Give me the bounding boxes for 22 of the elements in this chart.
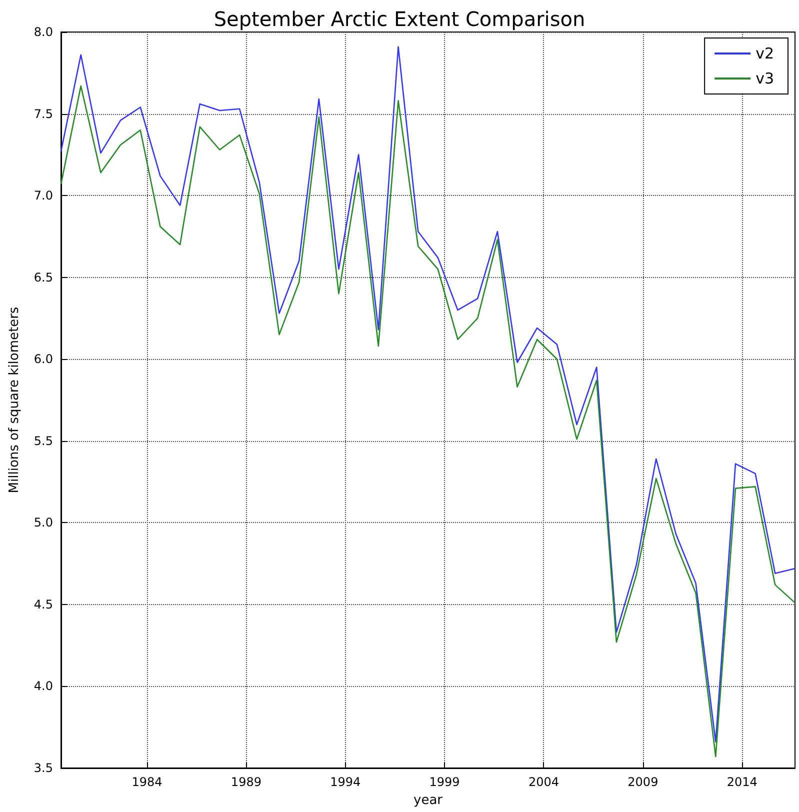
y-tick-label: 5.5 bbox=[34, 434, 53, 448]
x-tick-label: 2009 bbox=[628, 775, 658, 789]
y-tick-label: 4.5 bbox=[34, 597, 53, 612]
y-tick-label: 6.0 bbox=[34, 352, 53, 366]
y-tick-label: 6.5 bbox=[34, 270, 53, 284]
x-tick-label: 2014 bbox=[726, 775, 758, 789]
chart-title: September Arctic Extent Comparison bbox=[214, 7, 586, 31]
legend-label: v3 bbox=[756, 70, 774, 88]
x-axis-title: year bbox=[413, 793, 444, 808]
y-tick-label: 3.5 bbox=[34, 761, 53, 775]
y-tick-label: 7.5 bbox=[34, 106, 53, 121]
y-tick-label: 7.0 bbox=[34, 188, 53, 203]
x-tick-label: 1994 bbox=[330, 775, 361, 789]
x-tick-label: 1984 bbox=[132, 775, 162, 789]
legend-label: v2 bbox=[756, 44, 774, 62]
x-tick-label: 1989 bbox=[230, 775, 262, 789]
y-tick-label: 8.0 bbox=[34, 25, 53, 39]
x-tick-label: 2004 bbox=[528, 775, 559, 789]
x-tick-label: 1999 bbox=[429, 775, 460, 789]
y-tick-label: 5.0 bbox=[34, 516, 53, 530]
y-tick-label: 4.0 bbox=[34, 679, 53, 694]
y-axis-title: Millions of square kilometers bbox=[7, 306, 22, 494]
